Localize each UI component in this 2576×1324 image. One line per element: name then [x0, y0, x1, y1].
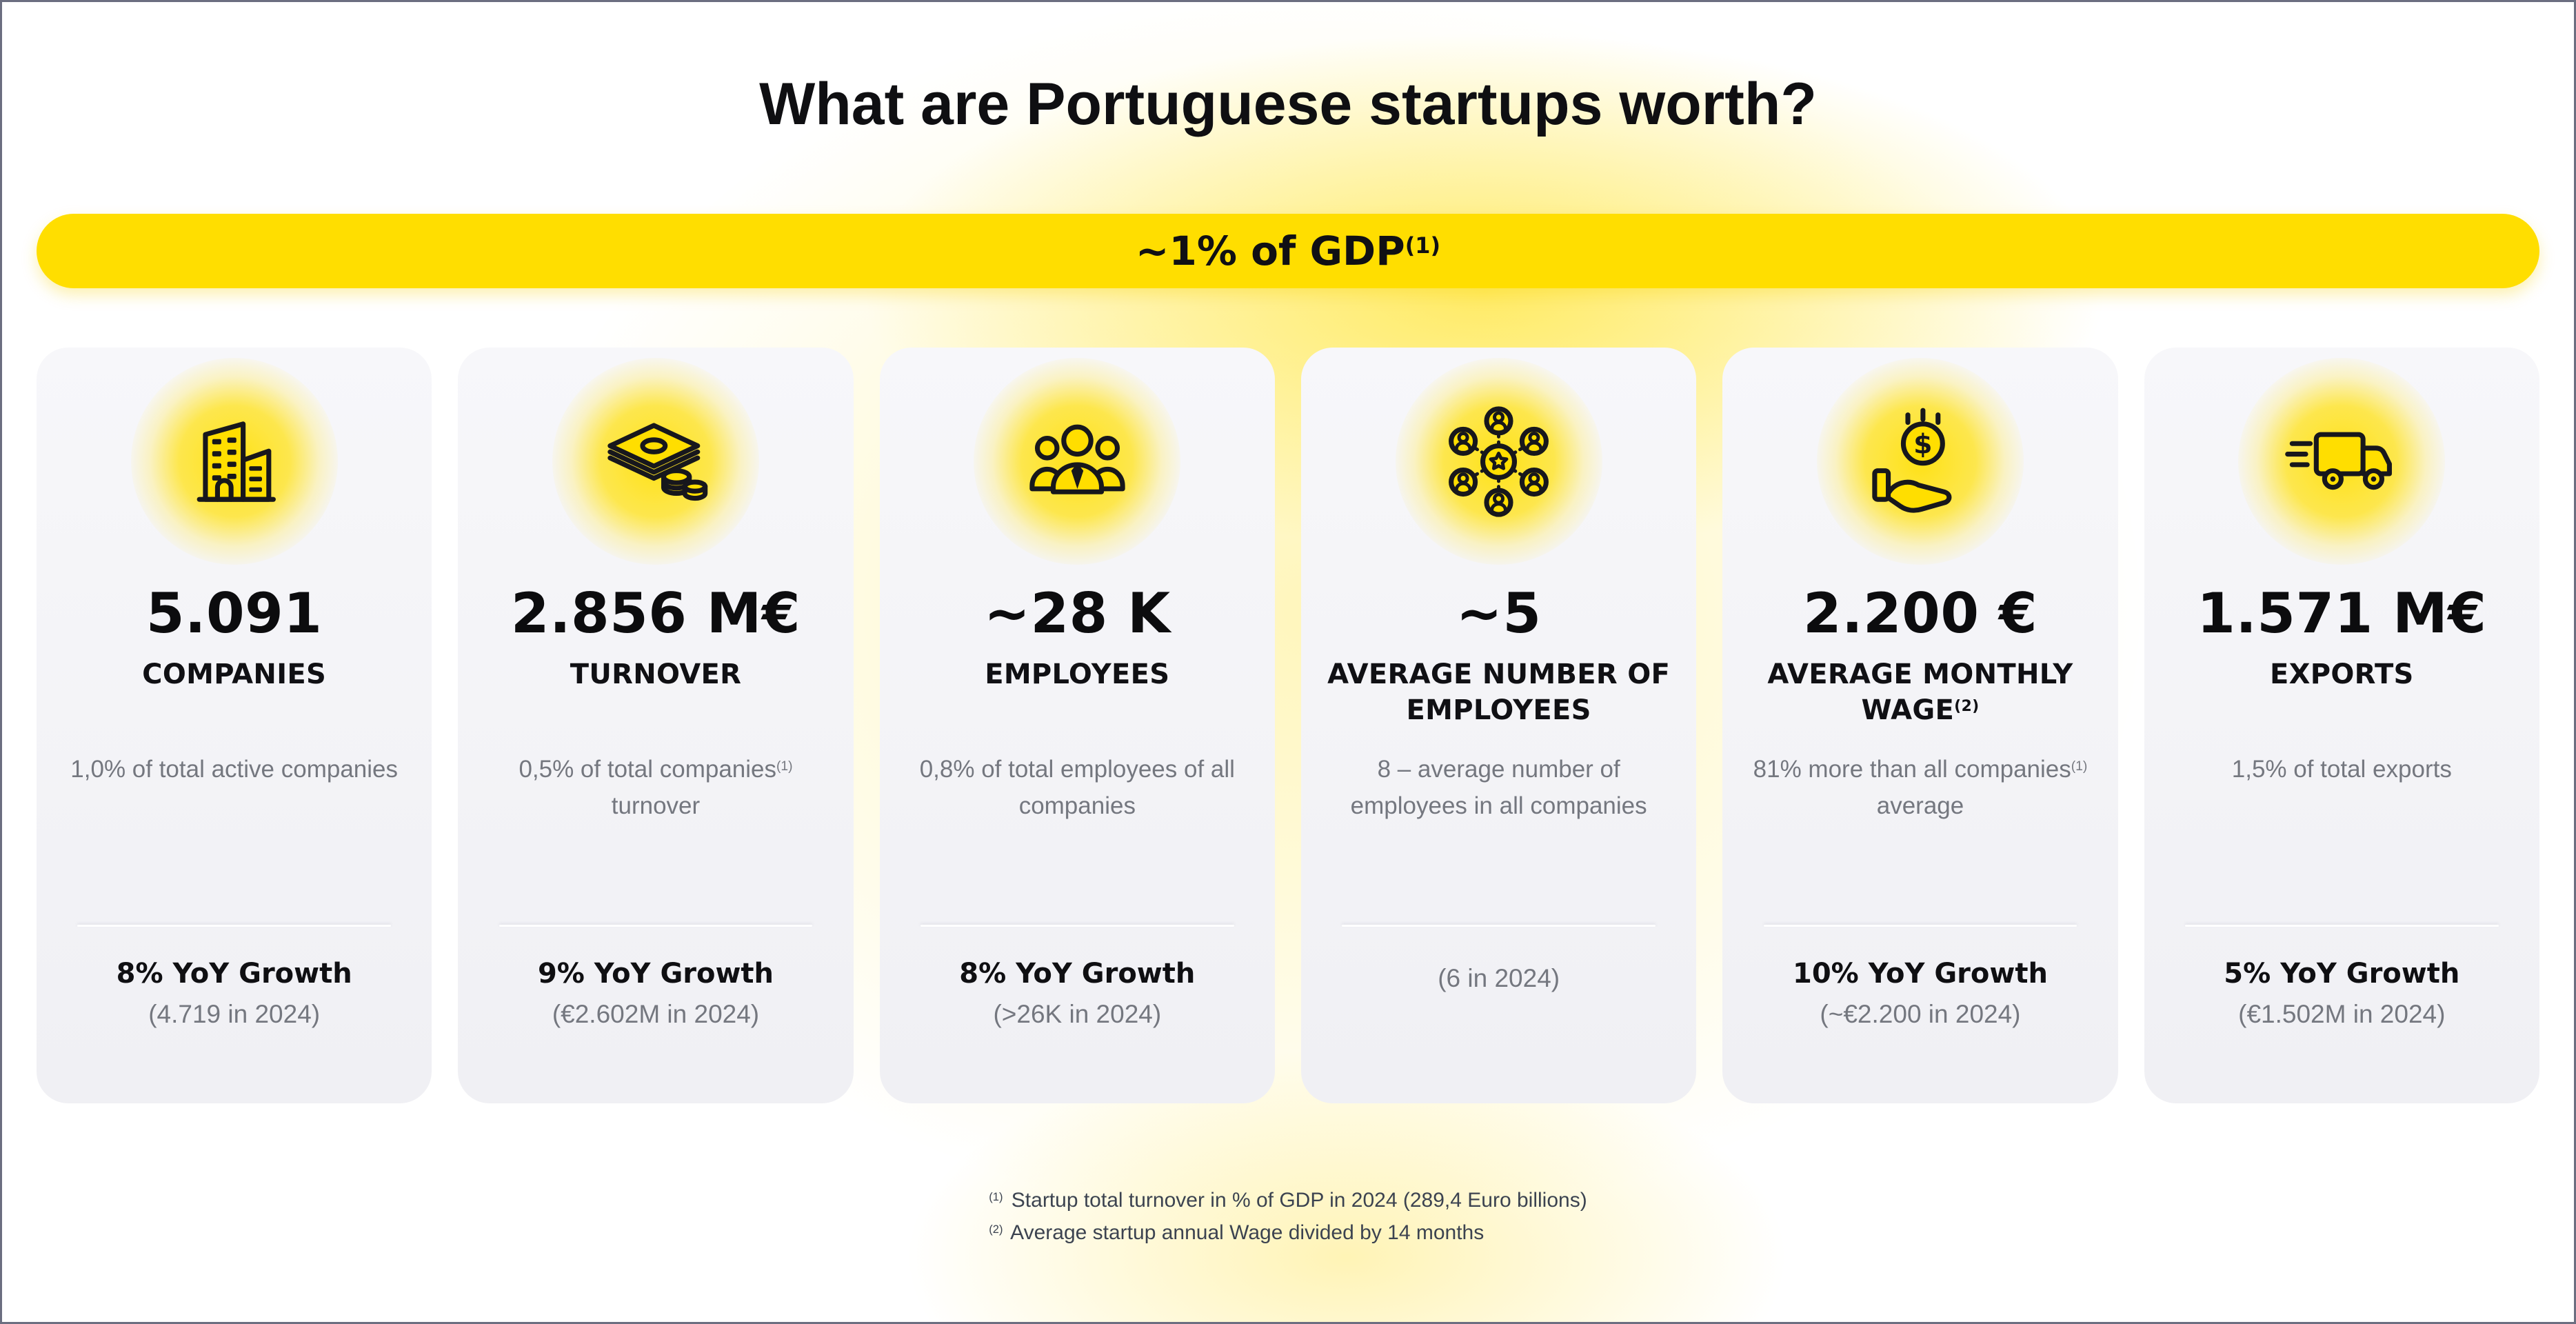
card-icon-area: [1325, 348, 1673, 575]
card-divider: [499, 925, 813, 927]
growth-note: (>26K in 2024): [993, 1000, 1162, 1029]
yoy-growth: 10% YoY Growth: [1793, 958, 2048, 990]
card-divider: [2184, 925, 2499, 927]
stat-value: 2.856 M€: [510, 581, 801, 646]
card-growth: 8% YoY Growth (>26K in 2024): [903, 927, 1251, 1083]
stat-card-employees: ~28 K EMPLOYEES 0,8% of total employees …: [879, 348, 1275, 1104]
footnotes: (1) Startup total turnover in % of GDP i…: [989, 1185, 1587, 1249]
stats-cards-row: 5.091 COMPANIES 1,0% of total active com…: [37, 348, 2539, 1104]
growth-note: (4.719 in 2024): [148, 1000, 321, 1029]
card-divider: [1342, 925, 1656, 927]
stat-label: AVERAGE NUMBER OF EMPLOYEES: [1327, 659, 1671, 727]
stat-label: AVERAGE MONTHLY WAGE(2): [1767, 659, 2073, 727]
card-icon-area: [903, 348, 1251, 575]
stat-value: 5.091: [145, 581, 323, 646]
banknotes-coins-icon: [607, 423, 708, 501]
stat-description: 81% more than all companies(1) average: [1753, 756, 2088, 819]
card-growth: 10% YoY Growth (~€2.200 in 2024): [1746, 927, 2094, 1083]
card-icon-area: [481, 348, 829, 575]
growth-note: (~€2.200 in 2024): [1820, 1000, 2021, 1029]
stat-label: TURNOVER: [570, 659, 742, 691]
stat-card-companies: 5.091 COMPANIES 1,0% of total active com…: [37, 348, 432, 1104]
card-growth: (6 in 2024): [1325, 927, 1673, 1083]
gdp-banner-text: ~1% of GDP(1): [1135, 228, 1441, 275]
growth-note: (€1.502M in 2024): [2238, 1000, 2446, 1029]
buildings-icon: [197, 421, 276, 502]
yoy-growth: 5% YoY Growth: [2224, 958, 2460, 990]
stat-card-average-employees: ~5 AVERAGE NUMBER OF EMPLOYEES 8 – avera…: [1300, 348, 1697, 1104]
stat-label: EMPLOYEES: [985, 659, 1170, 691]
card-growth: 5% YoY Growth (€1.502M in 2024): [2168, 927, 2516, 1083]
yoy-growth: 9% YoY Growth: [537, 958, 774, 990]
stat-card-turnover: 2.856 M€ TURNOVER 0,5% of total companie…: [458, 348, 854, 1104]
gdp-banner: ~1% of GDP(1): [37, 214, 2539, 289]
card-growth: 9% YoY Growth (€2.602M in 2024): [481, 927, 829, 1083]
card-divider: [1763, 925, 2077, 927]
wage-hand-coin-icon: $: [1872, 408, 1952, 513]
card-growth: 8% YoY Growth (4.719 in 2024): [60, 927, 408, 1083]
card-icon-area: [2168, 348, 2516, 575]
stat-value: ~28 K: [983, 581, 1171, 646]
svg-text:$: $: [1914, 428, 1933, 460]
stat-description: 0,5% of total companies(1) turnover: [519, 756, 793, 819]
icon-glow: [974, 358, 1181, 565]
stat-value: 2.200 €: [1802, 581, 2037, 646]
stat-card-exports: 1.571 M€ EXPORTS 1,5% of total exports 5…: [2144, 348, 2539, 1104]
growth-note: (6 in 2024): [1438, 964, 1560, 993]
card-icon-area: $: [1746, 348, 2094, 575]
stat-description: 1,0% of total active companies: [70, 756, 399, 783]
stat-label: EXPORTS: [2269, 659, 2414, 691]
yoy-growth: 8% YoY Growth: [116, 958, 352, 990]
card-icon-area: [60, 348, 408, 575]
yoy-growth: 8% YoY Growth: [959, 958, 1196, 990]
footnote-1: (1) Startup total turnover in % of GDP i…: [989, 1189, 1587, 1212]
stat-card-average-wage: $ 2.200 € AVERAGE MONTHLY WAGE(2) 81% mo…: [1722, 348, 2118, 1104]
employee-network-icon: [1449, 406, 1549, 517]
stat-description: 0,8% of total employees of all companies: [919, 756, 1235, 819]
footnote-2: (2) Average startup annual Wage divided …: [989, 1221, 1485, 1244]
delivery-truck-icon: [2284, 432, 2392, 490]
employees-group-icon: [1029, 424, 1125, 494]
stat-description: 1,5% of total exports: [2231, 756, 2452, 783]
page-title: What are Portuguese startups worth?: [759, 71, 1817, 137]
stat-value: 1.571 M€: [2197, 581, 2487, 646]
growth-note: (€2.602M in 2024): [552, 1000, 760, 1029]
stat-description: 8 – average number of employees in all c…: [1350, 756, 1647, 819]
stat-value: ~5: [1456, 581, 1542, 646]
stat-label: COMPANIES: [142, 659, 327, 691]
card-divider: [920, 925, 1234, 927]
card-divider: [77, 925, 392, 927]
